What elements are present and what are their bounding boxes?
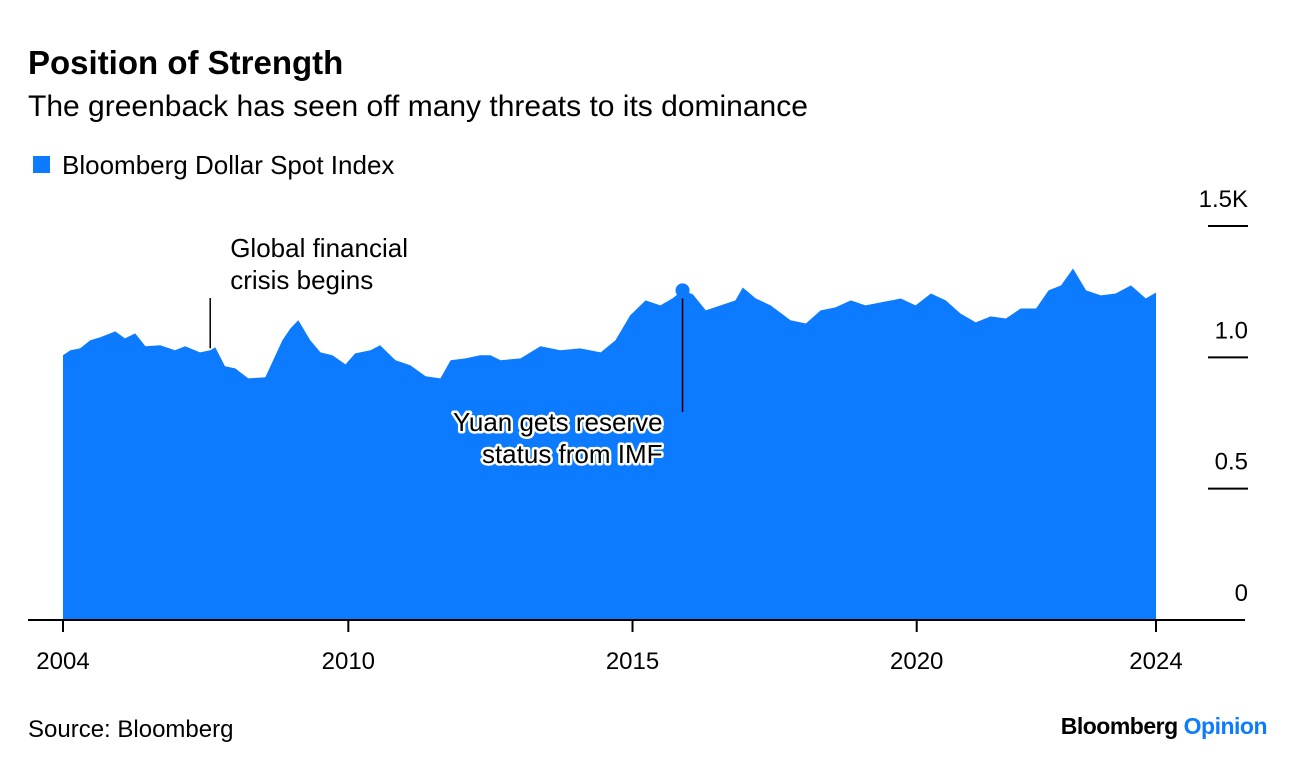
area (63, 268, 1156, 620)
brand-name: Bloomberg (1061, 713, 1178, 739)
y-tick-label: 1.5K (1199, 186, 1248, 213)
x-tick-label: 2004 (36, 648, 89, 675)
legend-swatch (33, 156, 50, 173)
annotation-text: crisis begins (230, 265, 373, 295)
x-tick-label: 2015 (606, 648, 659, 675)
y-tick-label: 0.5 (1215, 449, 1248, 476)
x-tick-label: 2010 (322, 648, 375, 675)
y-tick-label: 1.0 (1215, 317, 1248, 344)
annotation-point (675, 283, 690, 298)
branding: Bloomberg Opinion (1061, 713, 1267, 739)
chart-title: Position of Strength (28, 44, 343, 81)
y-tick-label: 0 (1235, 580, 1248, 607)
annotation-text: status from IMF (482, 439, 663, 469)
source: Source: Bloomberg (28, 716, 233, 743)
x-tick-label: 2020 (890, 648, 943, 675)
brand-section: Opinion (1184, 713, 1267, 739)
annotation-text: Yuan gets reserve (453, 407, 663, 437)
legend-label: Bloomberg Dollar Spot Index (62, 150, 394, 180)
chart-subtitle: The greenback has seen off many threats … (28, 90, 808, 123)
x-tick-label: 2024 (1129, 648, 1182, 675)
annotation-text: Global financial (230, 233, 408, 263)
